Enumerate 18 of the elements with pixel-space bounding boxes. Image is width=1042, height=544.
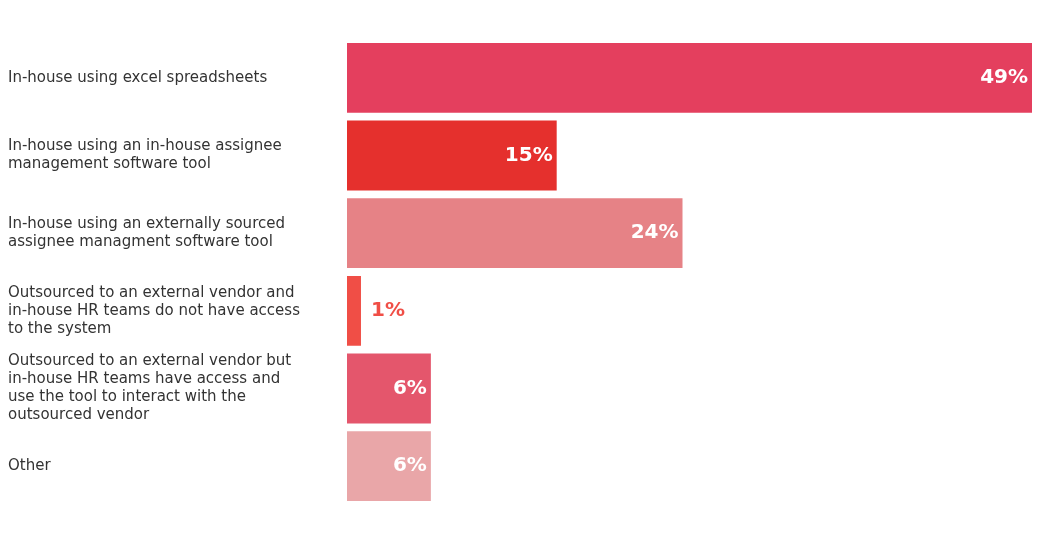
bar (347, 198, 683, 269)
data-label: 6% (392, 374, 427, 399)
data-label: 15% (504, 141, 553, 166)
y-tick-label: Other (8, 456, 52, 475)
y-tick-label: In-house using an in-house assignee management software tool (8, 136, 282, 173)
y-tick-label: Outsourced to an external vendor but in-house HR teams have access and use the tool to interact with the outsourced vendor (8, 351, 292, 424)
bar (347, 275, 361, 346)
data-label: 24% (630, 219, 679, 244)
data-label: 49% (980, 64, 1028, 89)
data-label: 1% (370, 297, 405, 322)
y-tick-label: In-house using an externally sourced assignee managment software tool (8, 214, 285, 251)
data-label: 6% (392, 452, 427, 477)
y-tick-label: Outsourced to an external vendor and in-house HR teams do not have access to the system (8, 282, 301, 337)
bar (347, 353, 431, 424)
y-tick-label: In-house using excel spreadsheets (8, 67, 268, 86)
bar (347, 431, 431, 502)
bar (347, 120, 557, 191)
bar (347, 42, 1032, 113)
